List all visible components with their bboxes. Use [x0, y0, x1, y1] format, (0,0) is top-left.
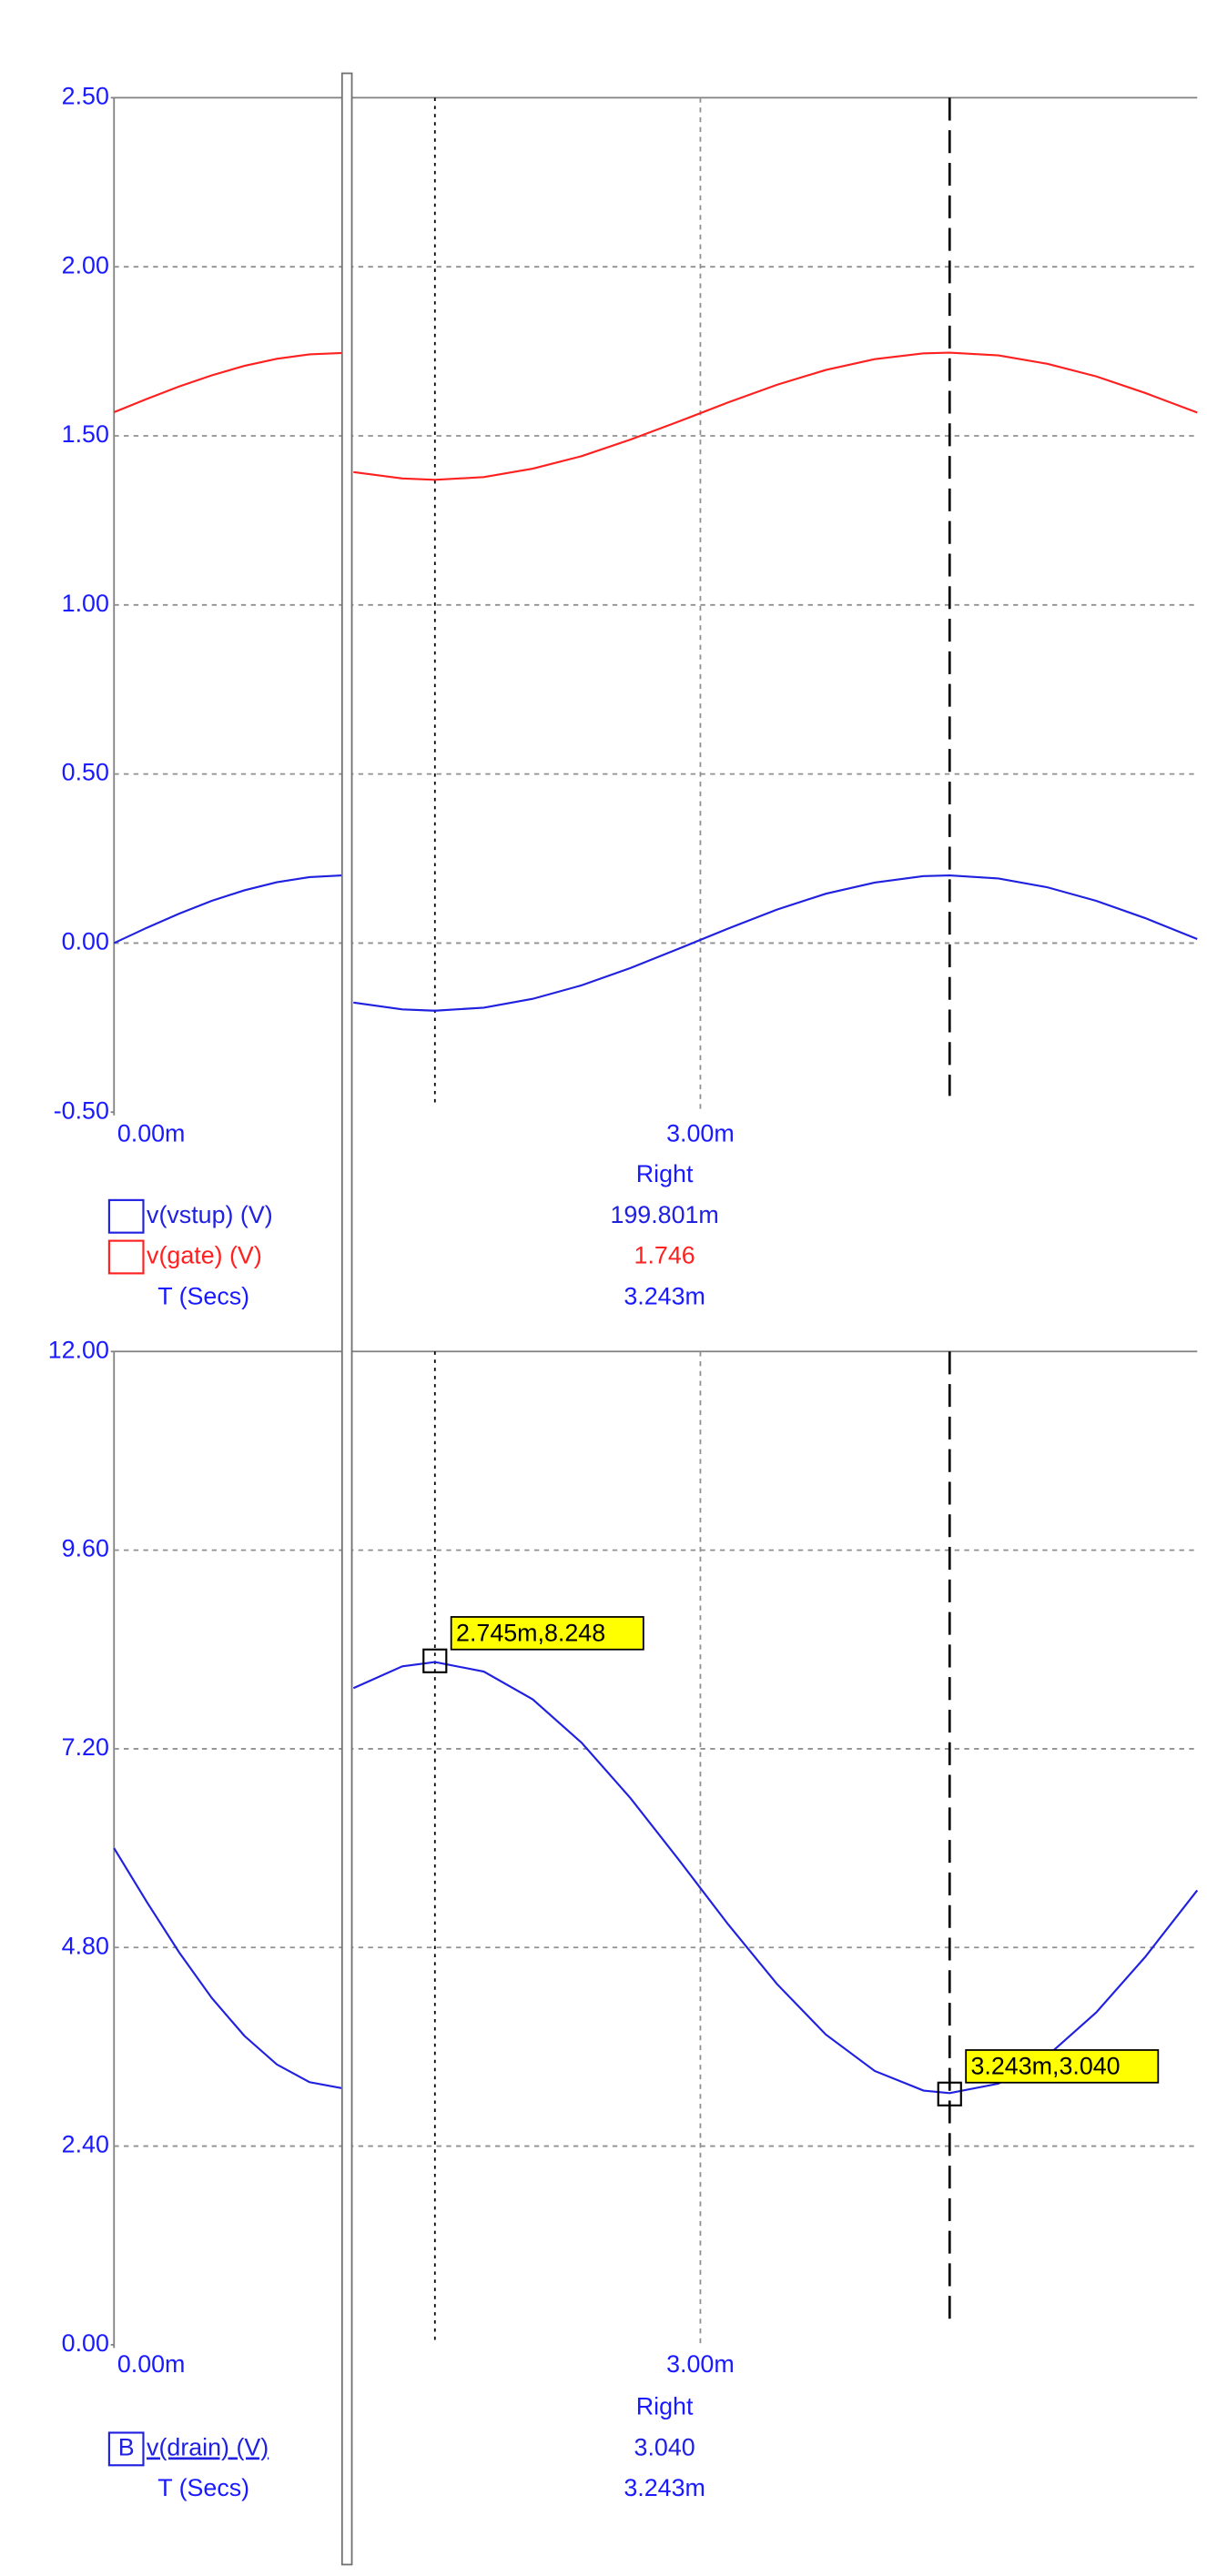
- y-tick-label: 4.80: [62, 1932, 109, 1959]
- y-tick-label: 2.50: [62, 82, 109, 109]
- series-line: [113, 351, 1198, 481]
- splitter: [340, 72, 353, 2566]
- legend-label: v(vstup) (V): [147, 1201, 273, 1228]
- legend-box: [107, 1239, 145, 1275]
- readout-value: 199.801m: [610, 1201, 718, 1228]
- legend-marker-label: B: [118, 2433, 135, 2460]
- cursor-marker: [937, 2081, 962, 2106]
- series-line: [113, 874, 1198, 1012]
- y-tick-label: 12.00: [48, 1336, 109, 1363]
- x-tick-label: 3.00m: [666, 1119, 735, 1147]
- x-tick-label: 0.00m: [117, 1119, 186, 1147]
- y-tick-label: 1.50: [62, 420, 109, 448]
- cursor-marker: [422, 1648, 448, 1673]
- x-axis-label: T (Secs): [157, 1282, 249, 1309]
- tooltip-text: 2.745m,8.248: [456, 1620, 605, 1647]
- x-tick-label: 0.00m: [117, 2350, 186, 2378]
- readout-value: 1.746: [634, 1242, 695, 1269]
- readout-heading: Right: [636, 1160, 694, 1187]
- y-tick-label: 0.00: [62, 2329, 109, 2357]
- y-tick-label: 0.00: [62, 928, 109, 955]
- y-tick-label: 1.00: [62, 590, 109, 617]
- y-tick-label: -0.50: [54, 1096, 109, 1124]
- y-tick-label: 2.40: [62, 2131, 109, 2158]
- legend-box: [107, 2431, 145, 2467]
- readout-value: 3.040: [634, 2433, 695, 2460]
- legend-label: v(gate) (V): [147, 1242, 262, 1269]
- x-readout: 3.243m: [624, 1282, 705, 1309]
- legend-box: [107, 1198, 145, 1234]
- y-tick-label: 0.50: [62, 759, 109, 786]
- readout-heading: Right: [636, 2393, 694, 2420]
- x-readout: 3.243m: [624, 2474, 705, 2501]
- tooltip-box: [965, 2049, 1160, 2084]
- legend-label: v(drain) (V): [147, 2433, 269, 2460]
- tooltip-box: [450, 1616, 644, 1651]
- x-tick-label: 3.00m: [666, 2350, 735, 2378]
- y-tick-label: 9.60: [62, 1535, 109, 1562]
- y-tick-label: 2.00: [62, 251, 109, 278]
- tooltip-text: 3.243m,3.040: [971, 2053, 1121, 2080]
- y-tick-label: 7.20: [62, 1733, 109, 1761]
- x-axis-label: T (Secs): [157, 2474, 249, 2501]
